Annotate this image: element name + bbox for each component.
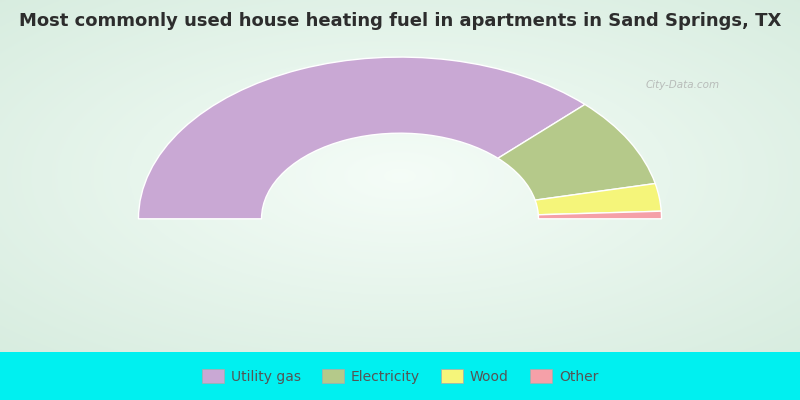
- Text: City-Data.com: City-Data.com: [646, 80, 720, 90]
- Wedge shape: [138, 57, 585, 219]
- Text: Most commonly used house heating fuel in apartments in Sand Springs, TX: Most commonly used house heating fuel in…: [19, 12, 781, 30]
- Wedge shape: [498, 104, 655, 200]
- Wedge shape: [538, 211, 662, 219]
- Wedge shape: [535, 184, 662, 215]
- Legend: Utility gas, Electricity, Wood, Other: Utility gas, Electricity, Wood, Other: [196, 364, 604, 389]
